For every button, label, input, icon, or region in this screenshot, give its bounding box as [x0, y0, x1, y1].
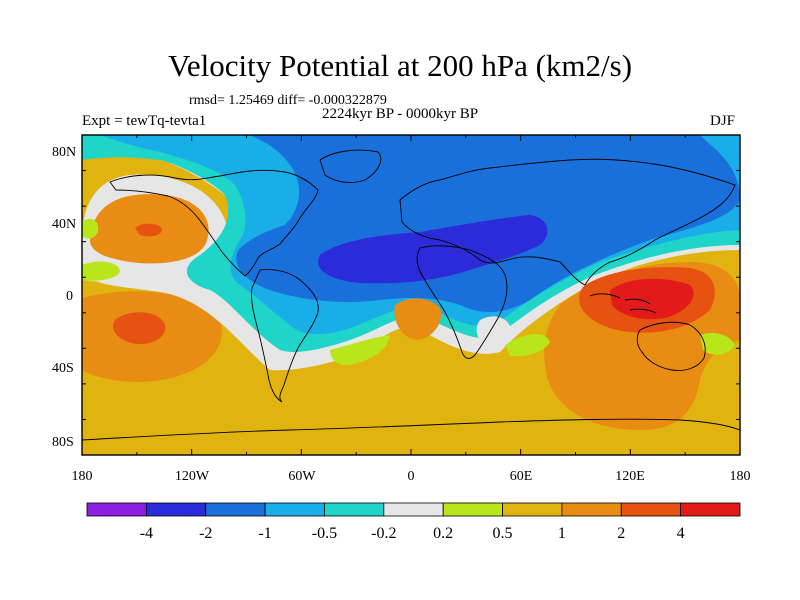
colorbar-swatch [264, 502, 325, 517]
colorbar-swatch [86, 502, 147, 517]
page-title: Velocity Potential at 200 hPa (km2/s) [167, 48, 633, 83]
lat-tick-label: 80S [52, 435, 74, 450]
lat-tick-label: 40N [52, 217, 76, 232]
lat-tick-label: 0 [66, 289, 73, 304]
colorbar: -4 -2 -1 -0.5 -0.2 0.2 0.5 1 2 4 [86, 502, 741, 542]
colorbar-swatch [383, 502, 444, 517]
lon-tick-label: 180 [730, 469, 751, 484]
latitude-axis: 80N 40N 0 40S 80S [52, 145, 76, 450]
stats-subtitle: rmsd= 1.25469 diff= -0.000322879 [189, 93, 387, 108]
lon-tick-label: 120E [615, 469, 645, 484]
lat-tick-label: 80N [52, 145, 76, 160]
season-label: DJF [710, 113, 736, 129]
colorbar-swatch [205, 502, 266, 517]
colorbar-label: 0.5 [493, 525, 513, 542]
lon-tick-label: 60E [510, 469, 533, 484]
colorbar-swatch [442, 502, 503, 517]
lat-tick-label: 40S [52, 361, 74, 376]
colorbar-label: -4 [140, 525, 153, 542]
period-subtitle: 2224kyr BP - 0000kyr BP [322, 106, 479, 122]
colorbar-label: -2 [199, 525, 212, 542]
lon-tick-label: 180 [72, 469, 93, 484]
colorbar-label: 2 [617, 525, 625, 542]
colorbar-swatch [680, 502, 741, 517]
longitude-axis: 180 120W 60W 0 60E 120E 180 [72, 469, 751, 484]
contour-field [82, 135, 740, 455]
colorbar-swatch [145, 502, 207, 517]
colorbar-swatch [561, 502, 622, 517]
colorbar-label: 1 [558, 525, 566, 542]
colorbar-label: -0.2 [371, 525, 396, 542]
axis-ticks [81, 134, 741, 456]
colorbar-swatch [620, 502, 682, 517]
colorbar-swatch [502, 502, 563, 517]
lon-tick-label: 120W [175, 469, 210, 484]
colorbar-label: 4 [677, 525, 685, 542]
lon-tick-label: 60W [288, 469, 316, 484]
colorbar-label: -0.5 [312, 525, 337, 542]
experiment-label: Expt = tewTq-tevta1 [82, 113, 207, 129]
colorbar-label: -1 [258, 525, 271, 542]
coastlines [82, 149, 740, 441]
lon-tick-label: 0 [408, 469, 415, 484]
colorbar-swatch [324, 502, 385, 517]
colorbar-label: 0.2 [433, 525, 453, 542]
